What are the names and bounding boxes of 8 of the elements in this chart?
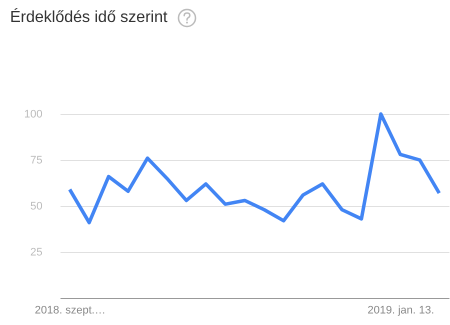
y-tick-label: 100 (24, 108, 42, 120)
line-series (68, 112, 441, 224)
x-tick-label: 2019. jan. 13. (367, 304, 434, 316)
x-tick-label: 2018. szept.… (34, 304, 106, 316)
chart-title: Érdeklődés idő szerint (10, 9, 168, 27)
y-tick-label: 50 (30, 200, 42, 212)
y-tick-label: 75 (30, 154, 42, 166)
y-tick-label: 25 (30, 246, 42, 258)
